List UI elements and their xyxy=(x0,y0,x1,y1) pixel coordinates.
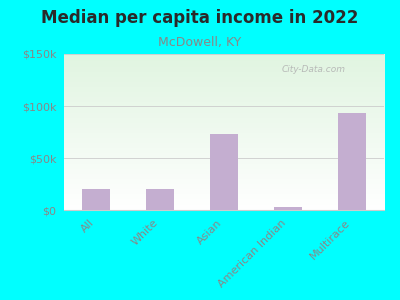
Text: City-Data.com: City-Data.com xyxy=(282,65,346,74)
Bar xyxy=(82,189,110,210)
Bar xyxy=(338,113,366,210)
Text: Median per capita income in 2022: Median per capita income in 2022 xyxy=(41,9,359,27)
Bar xyxy=(210,134,238,210)
Bar xyxy=(274,207,302,210)
Bar xyxy=(146,189,174,210)
Text: McDowell, KY: McDowell, KY xyxy=(158,36,242,49)
